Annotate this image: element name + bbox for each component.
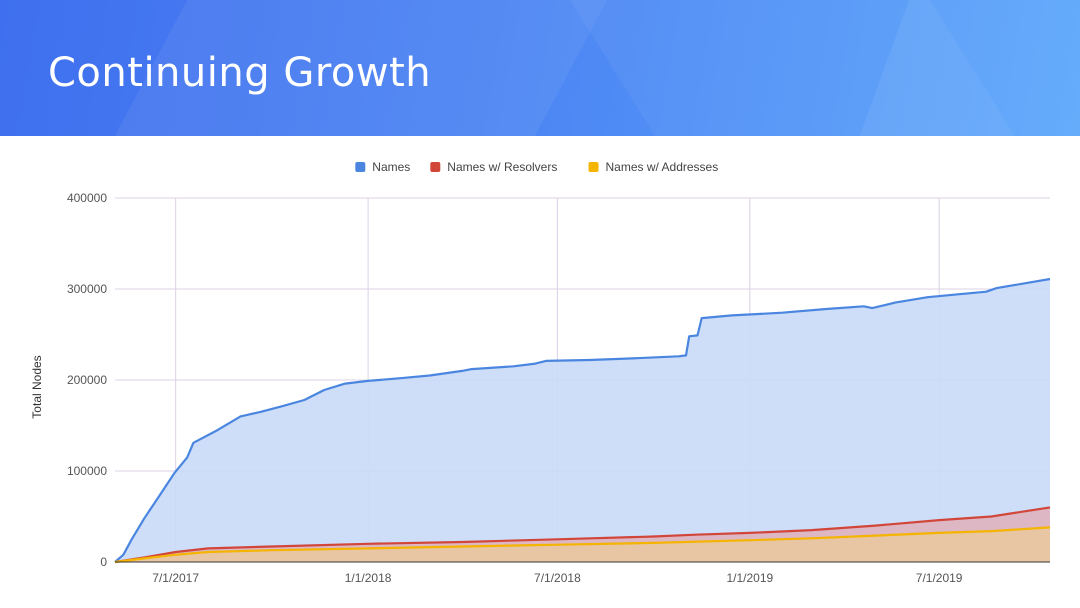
slide-header: Continuing Growth xyxy=(0,0,1080,136)
legend-label: Names w/ Addresses xyxy=(606,160,719,174)
area-chart: 0 100000 200000 300000 400000 7/1/2017 1/1/201… xyxy=(30,160,1051,585)
slide-title: Continuing Growth xyxy=(48,50,432,96)
series-line-addresses xyxy=(114,526,1051,564)
chart-legend: Names Names w/ Resolvers Names w/ Addresse… xyxy=(355,160,718,174)
y-axis-title: Total Nodes xyxy=(30,355,44,418)
x-tick-label: 7/1/2017 xyxy=(152,571,199,585)
x-tick-label: 1/1/2019 xyxy=(726,571,773,585)
legend-item: Names xyxy=(355,160,410,174)
x-tick-label: 7/1/2018 xyxy=(534,571,581,585)
y-tick-label: 0 xyxy=(100,555,107,569)
series-line-names xyxy=(114,277,1051,563)
legend-item: Names w/ Resolvers xyxy=(430,160,557,174)
chart-areas xyxy=(114,277,1051,564)
y-tick-label: 200000 xyxy=(67,373,107,387)
legend-label: Names w/ Resolvers xyxy=(447,160,557,174)
legend-swatch xyxy=(430,162,441,172)
legend-item: Names w/ Addresses xyxy=(588,160,719,174)
y-tick-label: 300000 xyxy=(67,282,107,296)
legend-swatch xyxy=(355,162,366,172)
legend-label: Names xyxy=(372,160,410,174)
y-tick-label: 400000 xyxy=(67,191,107,205)
legend-swatch xyxy=(588,162,599,172)
series-line-resolvers xyxy=(114,506,1051,564)
series-area-names xyxy=(115,279,1050,562)
x-tick-label: 1/1/2018 xyxy=(345,571,392,585)
y-tick-label: 100000 xyxy=(67,464,107,478)
x-tick-label: 7/1/2019 xyxy=(916,571,963,585)
chart-axes: 0 100000 200000 300000 400000 7/1/2017 1/1/201… xyxy=(67,191,1050,585)
